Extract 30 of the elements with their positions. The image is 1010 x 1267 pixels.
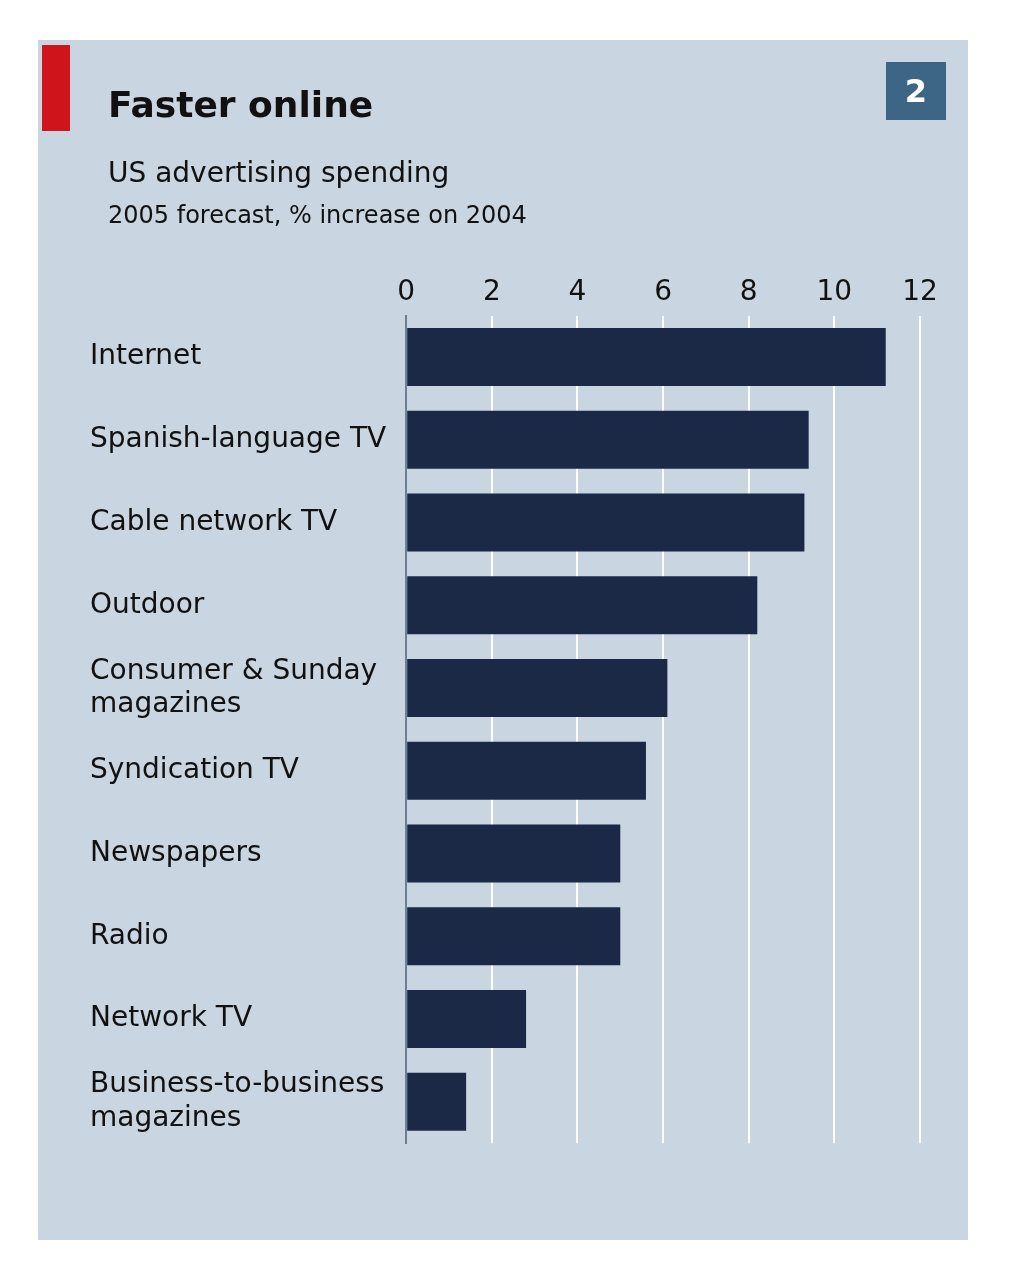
y-tick-label: Consumer & Sunday magazines — [90, 652, 378, 720]
x-tick-label: 2 — [482, 274, 501, 308]
text: 2 — [886, 62, 946, 120]
bar — [407, 576, 758, 635]
y-tick-label: Network TV — [90, 1000, 253, 1034]
chart-title: Faster online — [108, 84, 374, 125]
bar — [407, 328, 886, 386]
bar — [407, 1072, 467, 1131]
bar — [407, 907, 621, 966]
x-tick-label: 4 — [568, 274, 587, 308]
bar — [407, 741, 646, 800]
y-tick-label: Business-to-business magazines — [90, 1066, 385, 1133]
y-tick-label: Outdoor — [90, 586, 205, 620]
bar — [407, 410, 809, 469]
bar — [407, 659, 668, 717]
x-tick-label: 12 — [902, 274, 938, 308]
y-tick-label: Spanish-language TV — [90, 421, 387, 455]
y-tick-label: Internet — [90, 338, 202, 372]
bar — [407, 990, 527, 1049]
bar — [407, 493, 805, 552]
y-tick-label: Newspapers — [90, 834, 262, 868]
x-tick-label: 8 — [739, 274, 758, 308]
bar — [407, 824, 621, 883]
y-tick-label: Syndication TV — [90, 752, 299, 786]
y-tick-label: Cable network TV — [90, 503, 338, 537]
y-tick-label: Radio — [90, 917, 169, 951]
x-tick-label: 10 — [816, 274, 853, 308]
x-tick-label: 6 — [654, 274, 673, 308]
chart-subtitle: US advertising spending 2005 forecast, % increase on 2004 — [108, 155, 527, 231]
x-tick-label: 0 — [397, 274, 416, 308]
